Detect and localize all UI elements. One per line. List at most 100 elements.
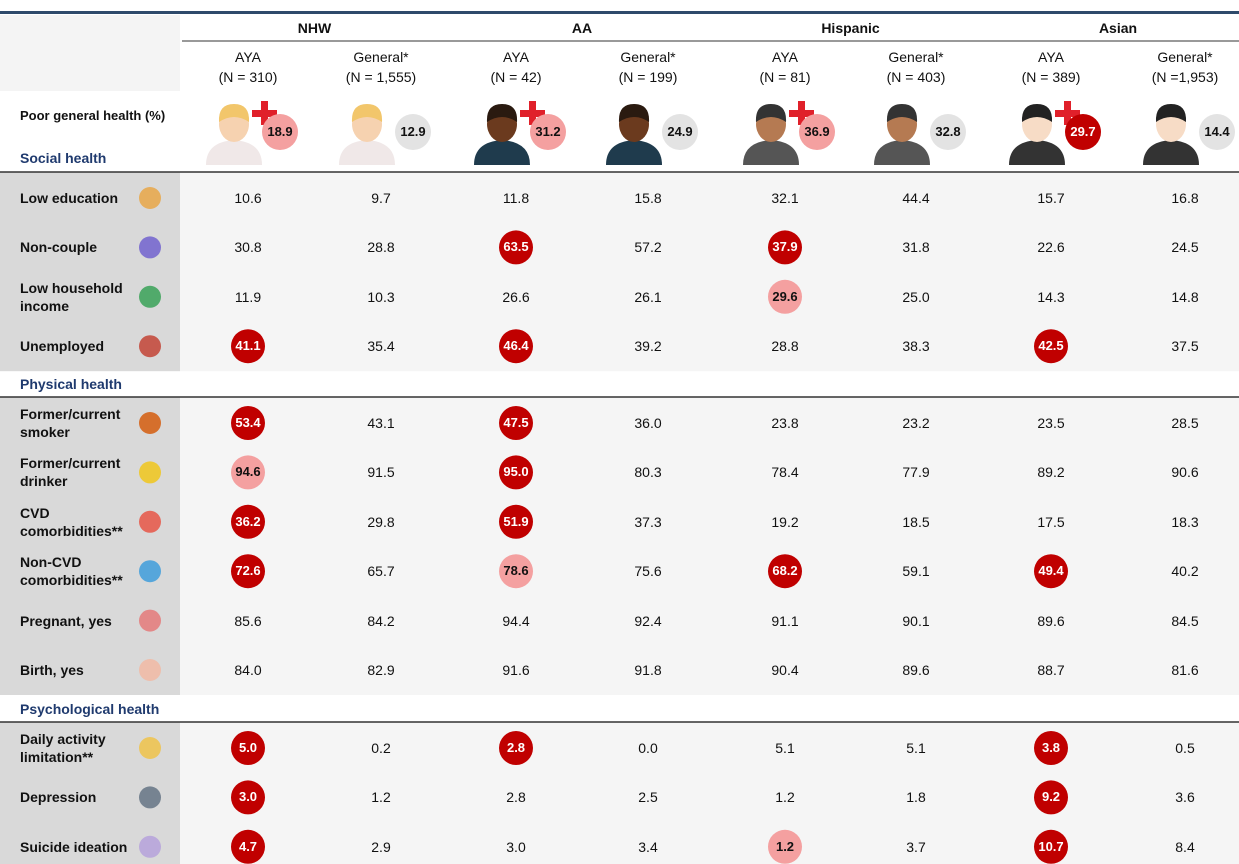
row-label: Birth, yes: [20, 661, 132, 679]
cell-value: 23.5: [1037, 414, 1064, 432]
cell-value: 89.2: [1037, 463, 1064, 481]
section-label-bg: [0, 397, 180, 695]
cell-value: 8.4: [1175, 838, 1194, 856]
cell-value: 1.2: [371, 788, 390, 806]
cell-value: 3.0: [506, 838, 525, 856]
cell-value: 25.0: [902, 288, 929, 306]
cell-value: 90.1: [902, 612, 929, 630]
row-icon: [139, 187, 161, 209]
cell-value: 9.2: [1042, 788, 1060, 806]
column-label: AYA: [1038, 48, 1064, 66]
row-label: Non-CVD comorbidities**: [20, 553, 132, 589]
general-health-value: 36.9: [804, 123, 829, 141]
cell-value: 94.4: [502, 612, 529, 630]
cell-value: 39.2: [634, 337, 661, 355]
cell-value: 14.8: [1171, 288, 1198, 306]
row-label: Suicide ideation: [20, 838, 132, 856]
cell-value: 53.4: [235, 414, 260, 432]
general-health-value: 29.7: [1070, 123, 1095, 141]
cell-value: 89.6: [902, 661, 929, 679]
cell-value: 0.0: [638, 739, 657, 757]
cell-value: 22.6: [1037, 238, 1064, 256]
person-body: [606, 140, 662, 165]
section-data-bg: [180, 397, 1239, 695]
group-header: NHW: [298, 19, 331, 37]
cell-value: 1.2: [775, 788, 794, 806]
row-icon: [139, 335, 161, 357]
cell-value: 3.0: [239, 788, 257, 806]
cell-value: 91.6: [502, 661, 529, 679]
row-icon: [139, 286, 161, 308]
cell-value: 94.6: [235, 463, 260, 481]
cell-value: 91.1: [771, 612, 798, 630]
column-n: (N =1,953): [1152, 68, 1219, 86]
cell-value: 11.8: [503, 189, 529, 207]
cell-value: 59.1: [902, 562, 929, 580]
row-label: Depression: [20, 788, 132, 806]
cell-value: 90.6: [1171, 463, 1198, 481]
cell-value: 40.2: [1171, 562, 1198, 580]
cell-value: 43.1: [367, 414, 394, 432]
cell-value: 78.6: [503, 562, 528, 580]
cell-value: 28.5: [1171, 414, 1198, 432]
cell-value: 37.3: [634, 513, 661, 531]
column-n: (N = 81): [760, 68, 811, 86]
group-header: Hispanic: [821, 19, 879, 37]
person-body: [874, 140, 930, 165]
cell-value: 1.8: [906, 788, 925, 806]
cell-value: 16.8: [1171, 189, 1198, 207]
column-label: AYA: [503, 48, 529, 66]
general-health-label: Poor general health (%): [20, 107, 170, 125]
cell-value: 36.0: [634, 414, 661, 432]
column-n: (N = 403): [887, 68, 946, 86]
cell-value: 47.5: [503, 414, 528, 432]
column-n: (N = 310): [219, 68, 278, 86]
cell-value: 84.5: [1171, 612, 1198, 630]
column-label: General*: [1157, 48, 1212, 66]
column-n: (N = 199): [619, 68, 678, 86]
cell-value: 10.6: [234, 189, 261, 207]
cell-value: 2.5: [638, 788, 657, 806]
row-label: Non-couple: [20, 238, 132, 256]
cell-value: 85.6: [234, 612, 261, 630]
cell-value: 84.2: [367, 612, 394, 630]
cell-value: 90.4: [771, 661, 798, 679]
cell-value: 91.5: [367, 463, 394, 481]
column-label: General*: [353, 48, 408, 66]
cell-value: 0.5: [1175, 739, 1194, 757]
cell-value: 23.8: [771, 414, 798, 432]
row-icon: [139, 511, 161, 533]
cell-value: 30.8: [234, 238, 261, 256]
general-health-value: 12.9: [400, 123, 425, 141]
general-health-value: 24.9: [667, 123, 692, 141]
cell-value: 23.2: [902, 414, 929, 432]
cell-value: 46.4: [503, 337, 528, 355]
person-body: [474, 140, 530, 165]
column-label: General*: [620, 48, 675, 66]
cell-value: 18.5: [902, 513, 929, 531]
cell-value: 17.5: [1037, 513, 1064, 531]
cell-value: 88.7: [1037, 661, 1064, 679]
person-body: [339, 140, 395, 165]
cell-value: 3.6: [1175, 788, 1194, 806]
section-data-bg: [180, 172, 1239, 371]
cell-value: 26.6: [502, 288, 529, 306]
cell-value: 84.0: [234, 661, 261, 679]
cell-value: 10.7: [1038, 838, 1063, 856]
person-body: [206, 140, 262, 165]
cell-value: 4.7: [239, 838, 257, 856]
row-label: Low education: [20, 189, 132, 207]
row-icon: [139, 659, 161, 681]
person-body: [1143, 140, 1199, 165]
row-icon: [139, 610, 161, 632]
cell-value: 9.7: [371, 189, 390, 207]
group-header: AA: [572, 19, 592, 37]
cell-value: 3.4: [638, 838, 657, 856]
cell-value: 2.9: [371, 838, 390, 856]
cell-value: 5.1: [775, 739, 794, 757]
cell-value: 49.4: [1038, 562, 1063, 580]
row-icon: [139, 412, 161, 434]
cell-value: 44.4: [902, 189, 929, 207]
cell-value: 18.3: [1171, 513, 1198, 531]
cell-value: 5.0: [239, 739, 257, 757]
